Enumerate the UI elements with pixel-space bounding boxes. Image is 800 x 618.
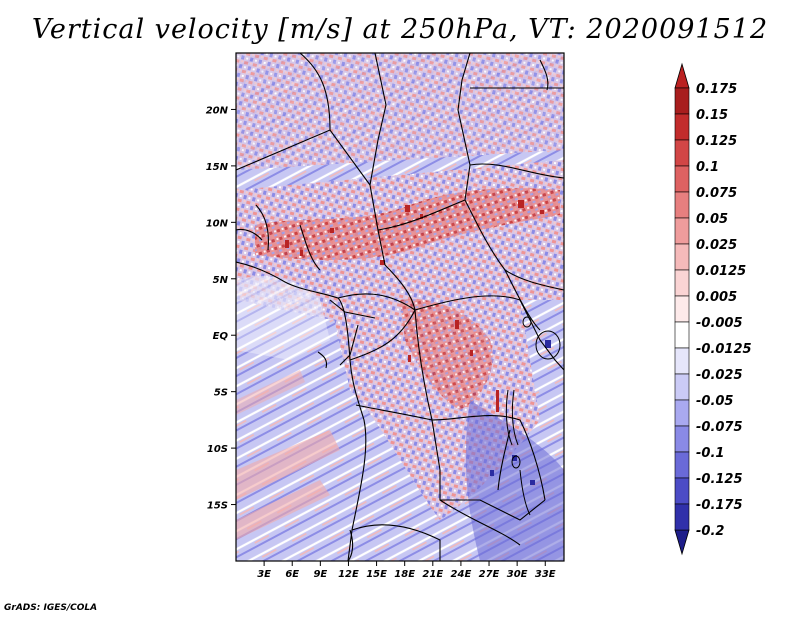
colorbar-label: -0.05 <box>696 394 733 409</box>
lon-tick-label: 12E <box>338 569 359 580</box>
colorbar-swatch <box>674 87 690 115</box>
colorbar-label: -0.005 <box>696 316 743 331</box>
lat-tick-label: 5N <box>213 275 229 286</box>
colorbar-label: 0.1 <box>696 160 719 175</box>
colorbar-label: -0.1 <box>696 446 724 461</box>
colorbar-label: 0.075 <box>696 186 737 201</box>
lat-tick-label: 15S <box>207 501 228 512</box>
longitude-axis: 3E 6E 9E 12E 15E 18E 21E 24E 27E 30E 33E <box>257 561 556 580</box>
lon-tick-label: 24E <box>451 569 472 580</box>
colorbar-max-arrow <box>674 62 690 89</box>
colorbar-label: -0.075 <box>696 420 743 435</box>
colorbar-label: 0.175 <box>696 82 737 97</box>
colorbar-swatch <box>674 321 690 349</box>
colorbar-swatch <box>674 373 690 401</box>
lakes <box>505 316 561 516</box>
colorbar-min-arrow <box>674 529 690 556</box>
colorbar-swatch <box>674 243 690 271</box>
lon-tick-label: 27E <box>479 569 500 580</box>
colorbar-swatch <box>674 269 690 297</box>
colorbar-swatch <box>674 217 690 245</box>
lat-tick-label: EQ <box>213 331 229 342</box>
colorbar-swatch <box>674 503 690 531</box>
lon-tick-label: 18E <box>394 569 415 580</box>
colorbar-swatch <box>674 165 690 193</box>
lon-tick-label: 9E <box>313 569 327 580</box>
lon-tick-label: 21E <box>422 569 443 580</box>
lat-tick-label: 10S <box>207 444 228 455</box>
lon-tick-label: 33E <box>535 569 556 580</box>
colorbar-swatch <box>674 425 690 453</box>
lat-tick-label: 15N <box>206 162 229 173</box>
map-title: Vertical velocity [m/s] at 250hPa, VT: 2… <box>31 14 769 45</box>
vertical-velocity-field <box>236 53 564 561</box>
colorbar-label: -0.025 <box>696 368 743 383</box>
lat-tick-label: 20N <box>206 105 229 116</box>
colorbar-label: -0.175 <box>696 498 743 513</box>
lon-tick-label: 15E <box>366 569 387 580</box>
lon-tick-label: 30E <box>507 569 528 580</box>
colorbar-swatch <box>674 139 690 167</box>
colorbar-label: 0.005 <box>696 290 737 305</box>
colorbar-label: 0.125 <box>696 134 737 149</box>
lat-tick-label: 5S <box>214 388 228 399</box>
colorbar-swatch <box>674 191 690 219</box>
colorbar-swatch <box>674 113 690 141</box>
colorbar-swatch <box>674 295 690 323</box>
colorbar-swatch <box>674 451 690 479</box>
colorbar-label: 0.05 <box>696 212 728 227</box>
colorbar: 0.175 0.15 0.125 0.1 0.075 0.05 0.025 0.0125 0.0… <box>674 62 752 556</box>
latitude-axis: 20N 15N 10N 5N EQ 5S 10S 15S <box>206 105 236 512</box>
colorbar-swatch <box>674 399 690 427</box>
political-boundaries <box>236 53 564 561</box>
colorbar-label: -0.0125 <box>696 342 752 357</box>
lon-tick-label: 6E <box>285 569 299 580</box>
colorbar-label: -0.125 <box>696 472 743 487</box>
colorbar-label: -0.2 <box>696 524 724 539</box>
colorbar-swatch <box>674 347 690 375</box>
lon-tick-label: 3E <box>257 569 271 580</box>
colorbar-label: 0.0125 <box>696 264 746 279</box>
colorbar-label: 0.15 <box>696 108 728 123</box>
colorbar-label: 0.025 <box>696 238 737 253</box>
credit-text: GrADS: IGES/COLA <box>4 603 98 613</box>
map-frame <box>235 52 565 562</box>
colorbar-swatch <box>674 477 690 505</box>
lat-tick-label: 10N <box>206 218 229 229</box>
